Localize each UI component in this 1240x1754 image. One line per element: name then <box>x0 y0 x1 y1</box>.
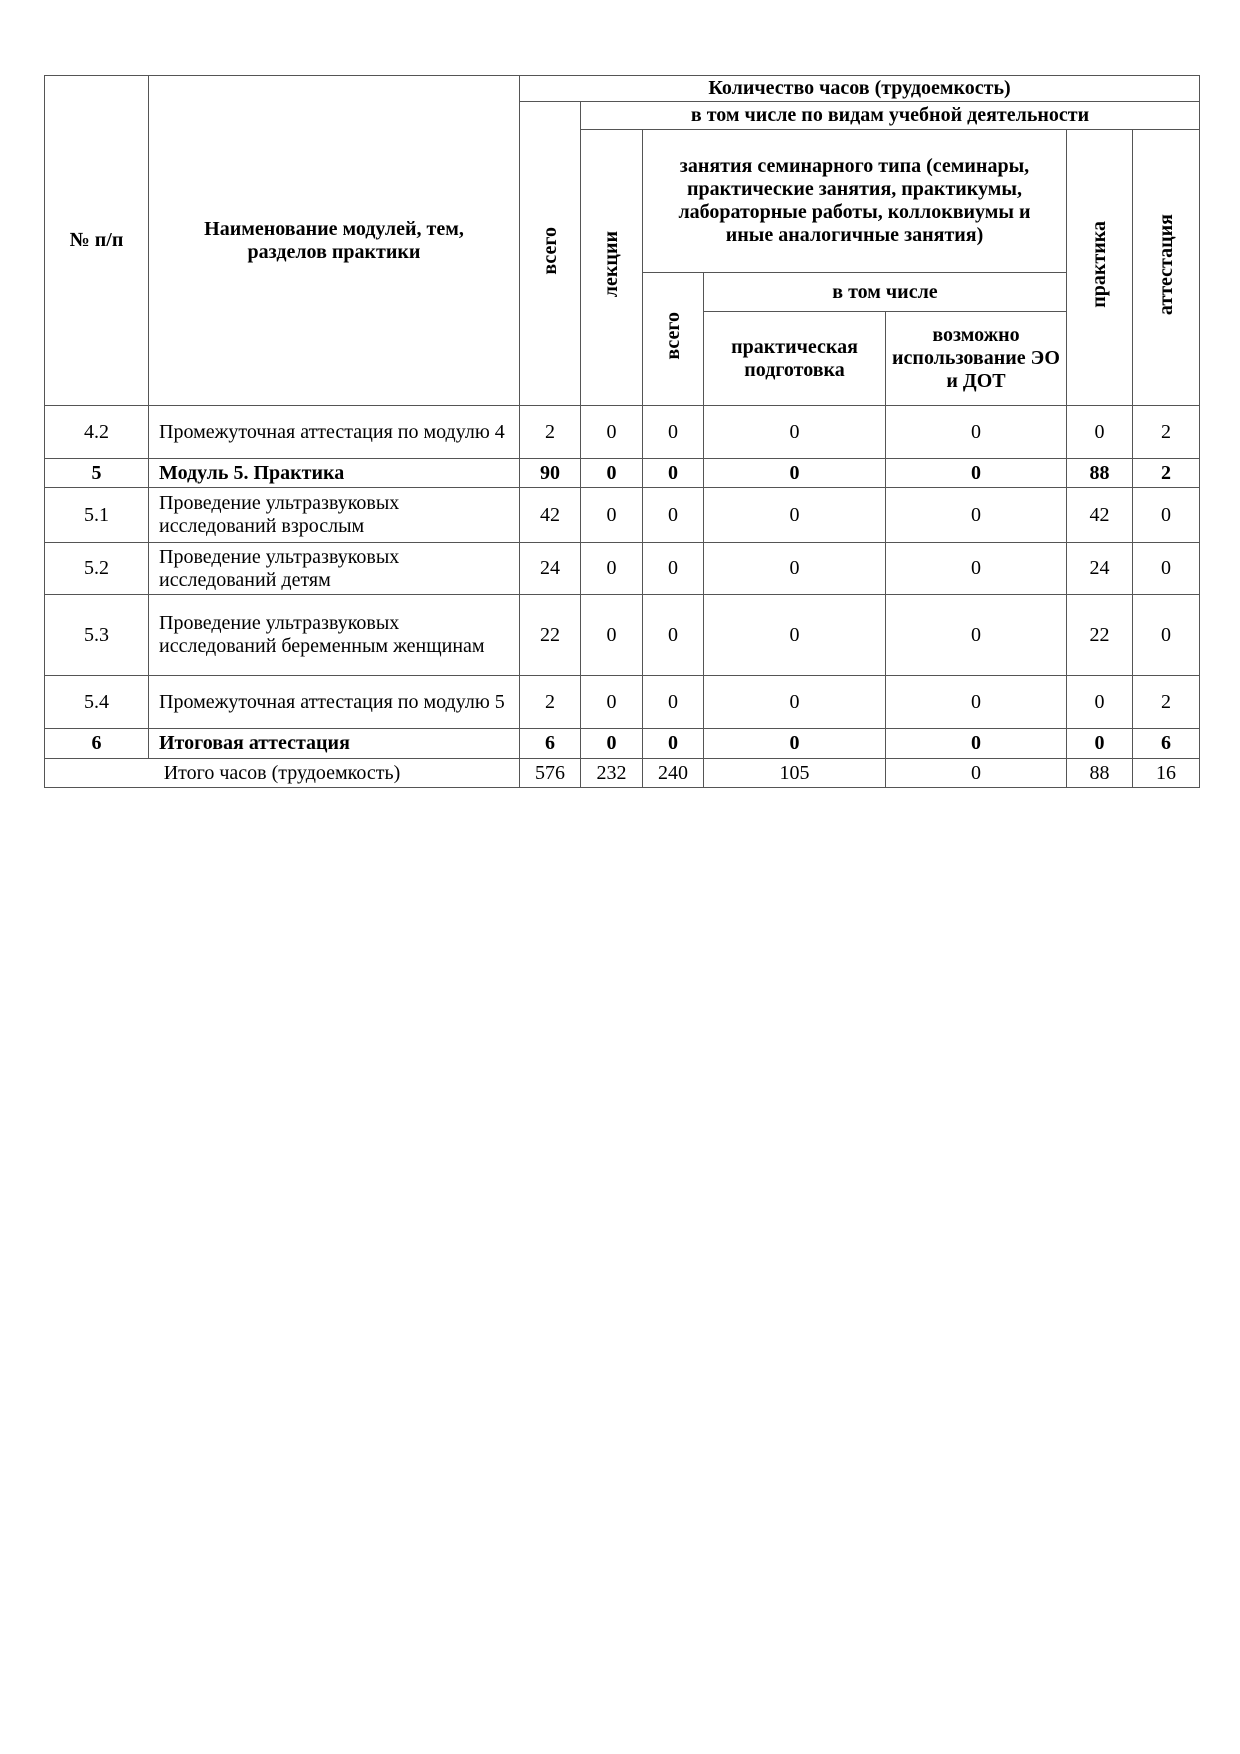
row-num: 4.2 <box>44 405 149 459</box>
row-num: 5.2 <box>44 542 149 595</box>
header-total: всего <box>519 101 581 406</box>
row-value: 0 <box>1131 487 1201 543</box>
row-value: 0 <box>703 487 886 543</box>
header-eo-dot: возможно использование ЭО и ДОТ <box>885 311 1067 406</box>
row-value: 0 <box>885 405 1067 459</box>
header-seminar-total: всего <box>642 272 704 406</box>
row-name: Проведение ультразвуковых исследований б… <box>148 594 520 676</box>
row-value: 22 <box>519 594 581 676</box>
header-hours: Количество часов (трудоемкость) <box>518 75 1201 102</box>
row-value: 24 <box>1066 542 1133 595</box>
row-value: 2 <box>519 675 581 729</box>
header-including: в том числе <box>703 272 1067 312</box>
row-value: 6 <box>1131 728 1201 759</box>
row-value: 0 <box>642 487 704 543</box>
row-value: 0 <box>1066 675 1133 729</box>
row-value: 0 <box>642 458 704 488</box>
total-value: 105 <box>703 758 886 788</box>
row-value: 88 <box>1066 458 1133 488</box>
row-num: 5 <box>44 458 149 488</box>
row-value: 0 <box>580 728 643 759</box>
row-value: 42 <box>519 487 581 543</box>
row-name: Проведение ультразвуковых исследований д… <box>148 542 520 595</box>
row-value: 2 <box>519 405 581 459</box>
row-name: Проведение ультразвуковых исследований в… <box>148 487 520 543</box>
header-seminar: занятия семинарного типа (семинары, прак… <box>642 129 1067 273</box>
row-value: 2 <box>1131 458 1201 488</box>
row-value: 0 <box>580 542 643 595</box>
row-value: 0 <box>703 542 886 595</box>
row-value: 0 <box>885 542 1067 595</box>
hours-table: № п/п Наименование модулей, тем, раздело… <box>44 75 1201 788</box>
row-name: Модуль 5. Практика <box>148 458 520 488</box>
row-value: 0 <box>703 728 886 759</box>
header-by-type: в том числе по видам учебной деятельност… <box>579 101 1201 130</box>
row-value: 2 <box>1131 405 1201 459</box>
row-value: 42 <box>1066 487 1133 543</box>
row-value: 0 <box>885 487 1067 543</box>
table-row: 5.2 Проведение ультразвуковых исследовани… <box>44 542 1201 595</box>
header-lectures: лекции <box>580 129 643 406</box>
header-practical-training: практическая подготовка <box>703 311 886 406</box>
row-value: 0 <box>642 728 704 759</box>
row-value: 0 <box>580 594 643 676</box>
table-row: 5.1 Проведение ультразвуковых исследовани… <box>44 487 1201 543</box>
total-value: 240 <box>642 758 704 788</box>
row-value: 0 <box>703 594 886 676</box>
row-value: 0 <box>703 458 886 488</box>
row-name: Промежуточная аттестация по модулю 5 <box>148 675 520 729</box>
row-value: 0 <box>885 458 1067 488</box>
row-num: 6 <box>44 728 149 759</box>
table-row: 6 Итоговая аттестация 6 0 0 0 0 0 6 <box>44 728 1201 759</box>
row-value: 0 <box>580 675 643 729</box>
total-label: Итого часов (трудоемкость) <box>44 758 520 788</box>
row-value: 0 <box>580 458 643 488</box>
total-value: 16 <box>1131 758 1201 788</box>
row-value: 6 <box>519 728 581 759</box>
table-row: 5.3 Проведение ультразвуковых исследовани… <box>44 594 1201 676</box>
row-value: 0 <box>703 405 886 459</box>
header-practice: практика <box>1066 129 1133 406</box>
total-value: 576 <box>519 758 581 788</box>
row-num: 5.3 <box>44 594 149 676</box>
header-name: Наименование модулей, тем, разделов прак… <box>148 75 520 406</box>
row-num: 5.4 <box>44 675 149 729</box>
table-row: 5 Модуль 5. Практика 90 0 0 0 0 88 2 <box>44 458 1201 488</box>
row-name: Промежуточная аттестация по модулю 4 <box>148 405 520 459</box>
total-row: Итого часов (трудоемкость) 576 232 240 105 0 8… <box>44 758 1201 788</box>
row-value: 22 <box>1066 594 1133 676</box>
row-value: 24 <box>519 542 581 595</box>
row-name: Итоговая аттестация <box>148 728 520 759</box>
row-value: 0 <box>885 594 1067 676</box>
row-value: 0 <box>642 594 704 676</box>
row-value: 0 <box>885 675 1067 729</box>
row-value: 0 <box>642 405 704 459</box>
header-num: № п/п <box>44 75 149 406</box>
header-attestation: аттестация <box>1131 129 1201 406</box>
row-value: 0 <box>580 405 643 459</box>
row-num: 5.1 <box>44 487 149 543</box>
row-value: 0 <box>642 675 704 729</box>
total-value: 0 <box>885 758 1067 788</box>
row-value: 90 <box>519 458 581 488</box>
row-value: 0 <box>580 487 643 543</box>
row-value: 0 <box>703 675 886 729</box>
row-value: 0 <box>1131 542 1201 595</box>
row-value: 0 <box>885 728 1067 759</box>
row-value: 0 <box>642 542 704 595</box>
row-value: 0 <box>1066 405 1133 459</box>
row-value: 0 <box>1066 728 1133 759</box>
total-value: 232 <box>580 758 643 788</box>
row-value: 2 <box>1131 675 1201 729</box>
total-value: 88 <box>1066 758 1133 788</box>
row-value: 0 <box>1131 594 1201 676</box>
